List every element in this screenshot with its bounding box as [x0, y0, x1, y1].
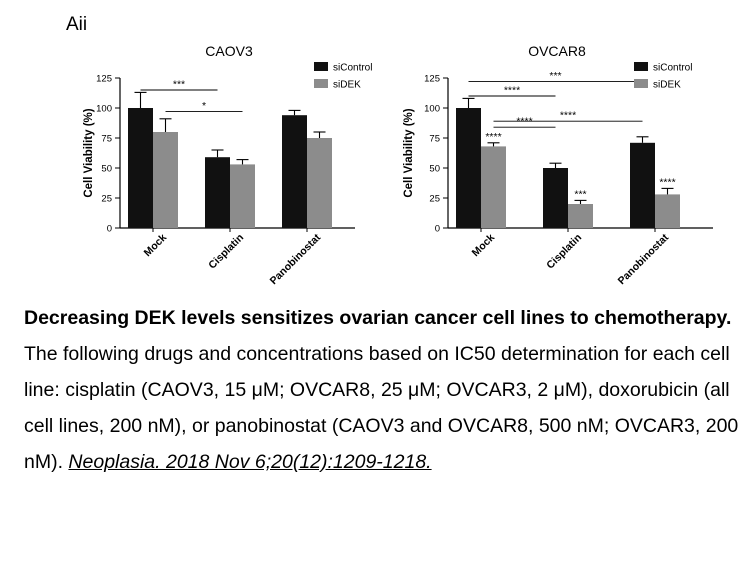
figure: Aii CAOV3 0 25 50 75 100 125 Cell Viability (%)…: [66, 14, 713, 287]
chart2-y-tick-label: 75: [429, 134, 440, 145]
chart1-bar: [282, 115, 307, 228]
chart2-bar: [543, 168, 568, 228]
chart1-comparison-label: ***: [173, 79, 185, 91]
chart2-category-label: Mock: [470, 232, 498, 260]
chart2-comparison-label: ****: [560, 110, 576, 122]
panel-label: Aii: [66, 14, 87, 35]
chart2-title: OVCAR8: [528, 43, 586, 59]
caption-body: The following drugs and concentrations b…: [24, 336, 739, 480]
chart2-y-tick-label: 125: [424, 74, 440, 85]
chart2-bar: [655, 194, 680, 228]
chart1-bar: [307, 138, 332, 228]
chart1-legend-swatch: [314, 62, 328, 71]
chart1-bar: [205, 157, 230, 228]
chart1-title: CAOV3: [205, 43, 253, 59]
chart2-bar-significance-label: ****: [659, 176, 675, 188]
chart1-y-tick-label: 50: [101, 164, 112, 175]
chart2-bar: [481, 146, 506, 228]
caption-title: Decreasing DEK levels sensitizes ovarian…: [24, 307, 732, 329]
chart2-category-label: Cisplatin: [544, 232, 584, 272]
chart2-bar-significance-label: ****: [485, 131, 501, 143]
chart2-y-tick-label: 0: [435, 224, 440, 235]
chart2-comparison-label: ****: [516, 116, 532, 128]
chart2-comparison-label: ****: [504, 85, 520, 97]
chart1-y-tick-label: 75: [101, 134, 112, 145]
chart1-y-tick-label: 25: [101, 194, 112, 205]
chart2-y-tick-label: 50: [429, 164, 440, 175]
chart1-legend-label: siDEK: [333, 80, 361, 91]
chart2-legend-swatch: [634, 62, 648, 71]
chart1-legend-label: siControl: [333, 63, 372, 74]
chart1-category-label: Panobinostat: [268, 231, 324, 287]
chart1-bar: [153, 132, 178, 228]
chart2-y-tick-label: 25: [429, 194, 440, 205]
chart2-bar: [568, 204, 593, 228]
chart1-y-tick-label: 125: [96, 74, 112, 85]
chart2-y-tick-label: 100: [424, 104, 440, 115]
chart2-comparison-label: ***: [549, 70, 561, 82]
chart2-bar: [456, 108, 481, 228]
chart2-category-label: Panobinostat: [616, 231, 672, 287]
chart1-legend-swatch: [314, 79, 328, 88]
chart1-bar: [128, 108, 153, 228]
chart1-category-label: Mock: [142, 232, 170, 260]
chart2-legend-swatch: [634, 79, 648, 88]
chart1-comparison-label: *: [202, 100, 206, 112]
caption: Decreasing DEK levels sensitizes ovarian…: [24, 300, 739, 480]
chart1-category-label: Cisplatin: [206, 232, 246, 272]
chart1-y-axis-label: Cell Viability (%): [83, 108, 95, 197]
chart2-legend-label: siControl: [653, 63, 692, 74]
citation-link[interactable]: Neoplasia. 2018 Nov 6;20(12):1209-1218.: [68, 451, 432, 473]
chart2-legend-label: siDEK: [653, 80, 681, 91]
chart2-bar-significance-label: ***: [574, 188, 586, 200]
chart1-bar: [230, 164, 255, 228]
chart1-y-tick-label: 100: [96, 104, 112, 115]
chart2-bar: [630, 142, 655, 228]
chart-svg: Aii CAOV3 0 25 50 75 100 125 Cell Viability (%)…: [66, 14, 713, 287]
chart1-y-tick-label: 0: [107, 224, 112, 235]
caption-body-text: The following drugs and concentrations b…: [24, 343, 739, 473]
chart2-y-axis-label: Cell Viability (%): [403, 108, 415, 197]
